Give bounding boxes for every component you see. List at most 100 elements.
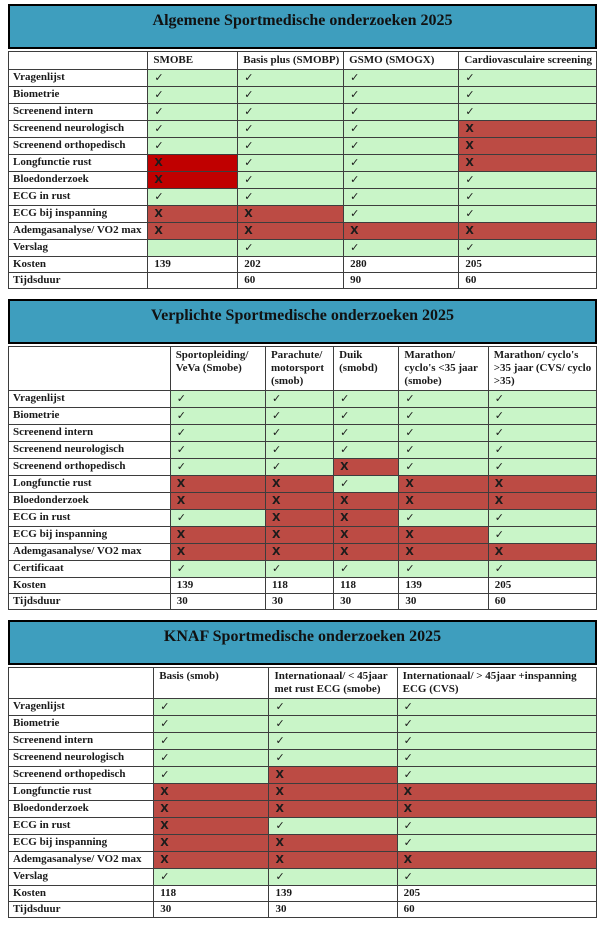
cross-cell: X (396, 800, 598, 818)
check-mark-icon: ✓ (176, 426, 186, 439)
check-cell: ✓ (396, 749, 598, 767)
value-cell: 118 (333, 577, 400, 594)
cross-cell: X (153, 834, 270, 852)
cross-mark-icon: X (340, 511, 349, 524)
cross-mark-icon: X (403, 802, 413, 815)
row-label: Biometrie (7, 715, 155, 733)
check-mark-icon: ✓ (340, 409, 350, 422)
cross-mark-icon: X (275, 802, 284, 815)
table-title-algemene: Algemene Sportmedische onderzoeken 2025 (8, 4, 597, 49)
row-label: Ademgasanalyse/ VO2 max (7, 222, 149, 240)
cross-cell: X (343, 222, 460, 240)
check-mark-icon: ✓ (154, 122, 164, 135)
cross-mark-icon: X (176, 545, 186, 558)
value-cell (147, 272, 239, 289)
check-mark-icon: ✓ (271, 426, 282, 439)
check-cell: ✓ (487, 509, 598, 527)
table-row: Ademgasanalyse/ VO2 max X X X (7, 851, 598, 869)
value-cell: 60 (237, 272, 345, 289)
check-cell: ✓ (396, 715, 598, 733)
check-mark-icon: ✓ (154, 105, 164, 118)
check-cell: ✓ (396, 698, 598, 716)
table-row: ECG bij inspanning X X ✓ (7, 834, 598, 852)
check-cell: ✓ (458, 69, 597, 87)
check-cell: ✓ (343, 69, 460, 87)
check-cell: ✓ (343, 103, 460, 121)
check-mark-icon: ✓ (350, 207, 360, 220)
check-mark-icon: ✓ (494, 443, 504, 456)
table-row: Biometrie ✓ ✓ ✓ ✓ ✓ (8, 407, 598, 425)
check-mark-icon: ✓ (403, 734, 413, 747)
header-row: Basis (smob) Internationaal/ < 45jaar met… (7, 667, 598, 699)
cross-cell: X (458, 137, 597, 155)
check-mark-icon: ✓ (350, 139, 360, 152)
check-mark-icon: ✓ (405, 443, 415, 456)
check-cell: ✓ (153, 698, 270, 716)
check-cell: ✓ (264, 424, 335, 442)
table-row: Longfunctie rust X X ✓ X X (8, 475, 598, 493)
check-mark-icon: ✓ (244, 173, 254, 186)
row-label: Screenend neurologisch (8, 441, 171, 459)
check-cell: ✓ (343, 205, 460, 223)
check-cell: ✓ (487, 458, 598, 476)
cross-mark-icon: X (340, 494, 349, 507)
check-cell: ✓ (396, 766, 598, 784)
check-cell: ✓ (237, 86, 345, 104)
check-mark-icon: ✓ (244, 88, 254, 101)
check-mark-icon: ✓ (494, 392, 504, 405)
cross-cell: X (264, 509, 335, 527)
cross-cell: X (169, 492, 266, 510)
check-cell: ✓ (487, 441, 598, 459)
value-cell: 30 (268, 901, 398, 918)
check-mark-icon: ✓ (405, 511, 415, 524)
value-cell: 60 (487, 593, 598, 610)
check-mark-icon: ✓ (403, 768, 413, 781)
cross-cell: X (153, 851, 270, 869)
table-host-verplichte: Sportopleiding/ VeVa (Smobe) Parachute/ m… (8, 346, 598, 610)
cross-cell: X (398, 543, 489, 561)
check-mark-icon: ✓ (350, 88, 360, 101)
table-section-algemene: Algemene Sportmedische onderzoeken 2025 … (7, 4, 597, 289)
check-mark-icon: ✓ (494, 562, 504, 575)
check-mark-icon: ✓ (340, 443, 350, 456)
value-cell: 30 (153, 901, 270, 918)
check-cell: ✓ (396, 834, 598, 852)
cross-cell: X (169, 475, 266, 493)
check-cell: ✓ (147, 69, 239, 87)
table-row: Bloedonderzoek X ✓ ✓ ✓ (7, 171, 597, 189)
cross-mark-icon: X (494, 477, 504, 490)
check-cell: ✓ (264, 458, 335, 476)
table-row: Verslag ✓ ✓ ✓ (7, 239, 597, 257)
value-cell: 30 (264, 593, 335, 610)
value-cell: 90 (343, 272, 460, 289)
comparison-table-knaf: Basis (smob) Internationaal/ < 45jaar met… (7, 667, 598, 918)
check-mark-icon: ✓ (244, 122, 254, 135)
check-mark-icon: ✓ (340, 392, 350, 405)
check-mark-icon: ✓ (176, 392, 186, 405)
check-mark-icon: ✓ (154, 190, 164, 203)
check-cell: ✓ (398, 441, 489, 459)
cross-cell: X (458, 154, 597, 172)
cross-cell: X (268, 766, 398, 784)
column-header: GSMO (SMOGX) (343, 51, 460, 70)
cross-cell: X (147, 171, 239, 189)
cross-mark-icon: X (154, 173, 163, 186)
cross-mark-icon: X (465, 224, 474, 237)
check-mark-icon: ✓ (160, 751, 170, 764)
check-cell: ✓ (169, 509, 266, 527)
check-mark-icon: ✓ (160, 870, 170, 883)
value-cell: 205 (487, 577, 598, 594)
check-cell: ✓ (333, 475, 400, 493)
value-cell: 139 (169, 577, 266, 594)
table-title-verplichte: Verplichte Sportmedische onderzoeken 202… (8, 299, 597, 344)
comparison-table-algemene: SMOBE Basis plus (SMOBP) GSMO (SMOGX) Cardi… (7, 51, 597, 289)
check-cell: ✓ (237, 69, 345, 87)
column-header: Basis (smob) (153, 667, 270, 699)
column-header: Duik (smobd) (333, 346, 400, 391)
table-row: ECG bij inspanning X X ✓ ✓ (7, 205, 597, 223)
check-cell: ✓ (458, 171, 597, 189)
check-mark-icon: ✓ (154, 139, 164, 152)
check-cell: ✓ (458, 86, 597, 104)
check-cell: ✓ (333, 407, 400, 425)
row-label: Screenend intern (7, 732, 155, 750)
